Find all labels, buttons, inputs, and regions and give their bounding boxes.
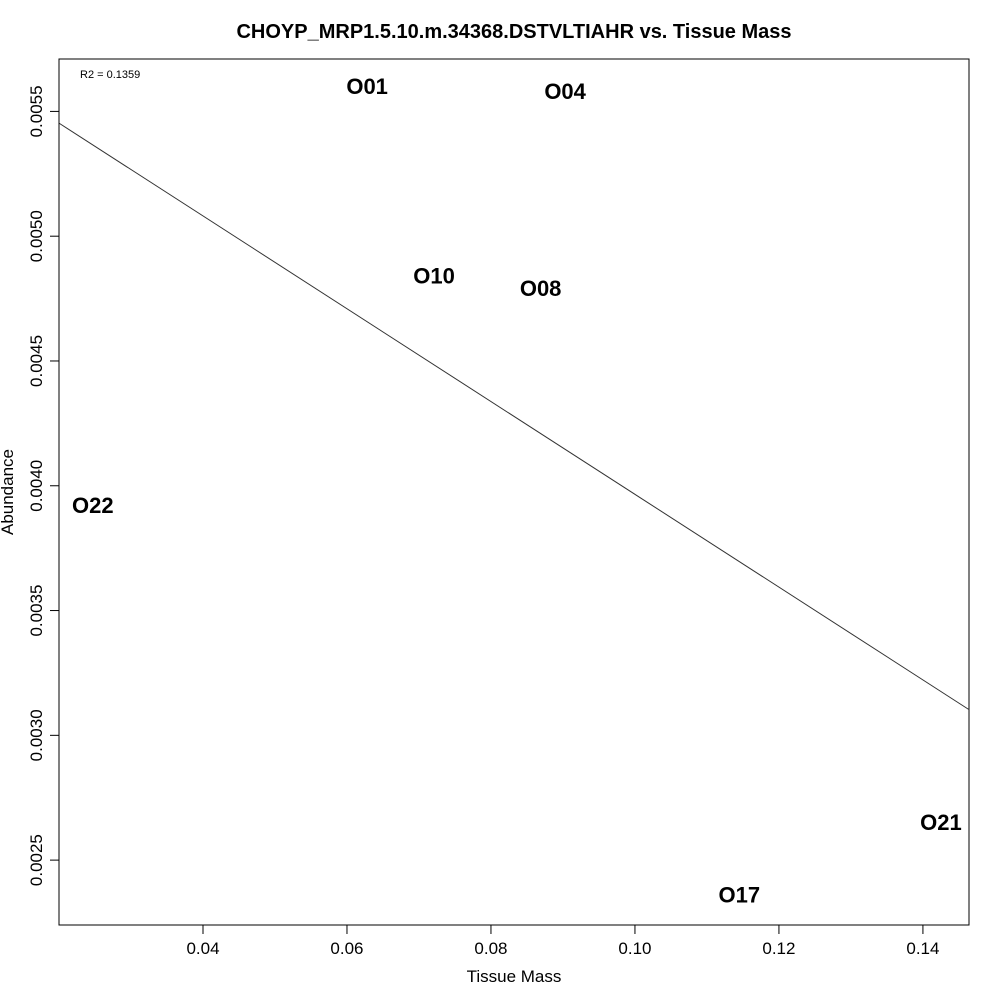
x-tick-label: 0.10	[618, 939, 651, 958]
data-point-label: O21	[920, 810, 962, 835]
regression-line	[58, 122, 970, 711]
y-axis-label: Abundance	[0, 449, 17, 535]
plot-frame	[58, 58, 970, 926]
y-tick-label: 0.0055	[27, 85, 46, 137]
x-tick-label: 0.08	[474, 939, 507, 958]
points-layer: O01 O04 O10 O08 O22 O21 O17	[72, 74, 962, 908]
x-tick-label: 0.04	[186, 939, 219, 958]
x-tick-label: 0.14	[906, 939, 939, 958]
data-point-label: O22	[72, 493, 114, 518]
data-point-label: O08	[520, 276, 562, 301]
y-axis: 0.0025 0.0030 0.0035 0.0040 0.0045 0.0050 0.00…	[27, 85, 60, 886]
y-tick-label: 0.0030	[27, 709, 46, 761]
data-point-label: O10	[413, 264, 455, 289]
y-tick-label: 0.0050	[27, 210, 46, 262]
data-point-label: O17	[719, 883, 761, 908]
x-axis-label: Tissue Mass	[467, 967, 562, 986]
chart-title: CHOYP_MRP1.5.10.m.34368.DSTVLTIAHR vs. T…	[236, 21, 791, 43]
data-point-label: O01	[346, 74, 388, 99]
x-tick-label: 0.12	[762, 939, 795, 958]
regression-layer	[58, 122, 970, 711]
x-tick-label: 0.06	[330, 939, 363, 958]
r2-annotation: R2 = 0.1359	[80, 69, 140, 81]
y-tick-label: 0.0045	[27, 335, 46, 387]
x-axis: 0.04 0.06 0.08 0.10 0.12 0.14	[186, 924, 939, 958]
y-tick-label: 0.0040	[27, 460, 46, 512]
y-tick-label: 0.0025	[27, 834, 46, 886]
data-point-label: O04	[544, 79, 586, 104]
y-tick-label: 0.0035	[27, 585, 46, 637]
